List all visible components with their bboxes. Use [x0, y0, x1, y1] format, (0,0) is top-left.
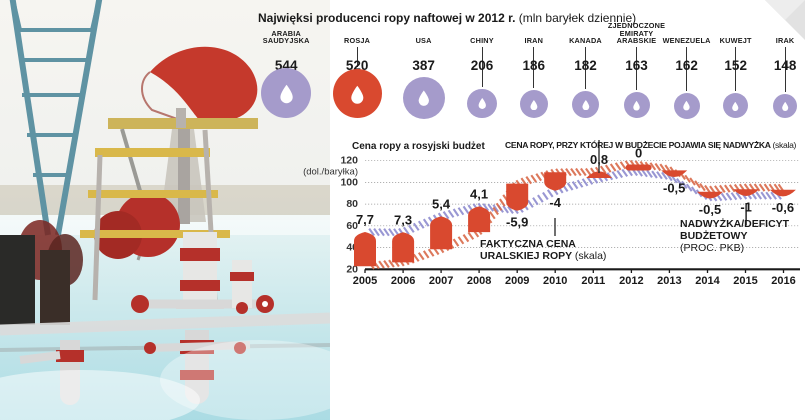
svg-text:2016: 2016 — [771, 275, 795, 287]
svg-text:2006: 2006 — [391, 275, 415, 287]
svg-text:120: 120 — [340, 155, 358, 167]
svg-text:2007: 2007 — [429, 275, 453, 287]
svg-text:-0,5: -0,5 — [663, 181, 685, 196]
svg-text:2010: 2010 — [543, 275, 567, 287]
svg-text:5,4: 5,4 — [432, 196, 451, 211]
svg-text:4,1: 4,1 — [470, 186, 488, 201]
svg-text:(dol./baryłka): (dol./baryłka) — [303, 167, 358, 178]
svg-text:80: 80 — [346, 198, 358, 210]
svg-text:2005: 2005 — [353, 275, 377, 287]
svg-text:2011: 2011 — [581, 275, 605, 287]
svg-text:-5,9: -5,9 — [506, 215, 528, 230]
svg-text:2008: 2008 — [467, 275, 491, 287]
svg-text:-4: -4 — [549, 195, 561, 210]
svg-text:2013: 2013 — [657, 275, 681, 287]
svg-text:2015: 2015 — [733, 275, 757, 287]
svg-text:2014: 2014 — [695, 275, 720, 287]
svg-text:7,7: 7,7 — [356, 212, 374, 227]
svg-text:2012: 2012 — [619, 275, 643, 287]
svg-text:100: 100 — [340, 176, 358, 188]
svg-text:-0,5: -0,5 — [699, 202, 721, 217]
svg-text:7,3: 7,3 — [394, 212, 412, 227]
svg-text:2009: 2009 — [505, 275, 529, 287]
svg-text:-0,6: -0,6 — [772, 200, 794, 215]
